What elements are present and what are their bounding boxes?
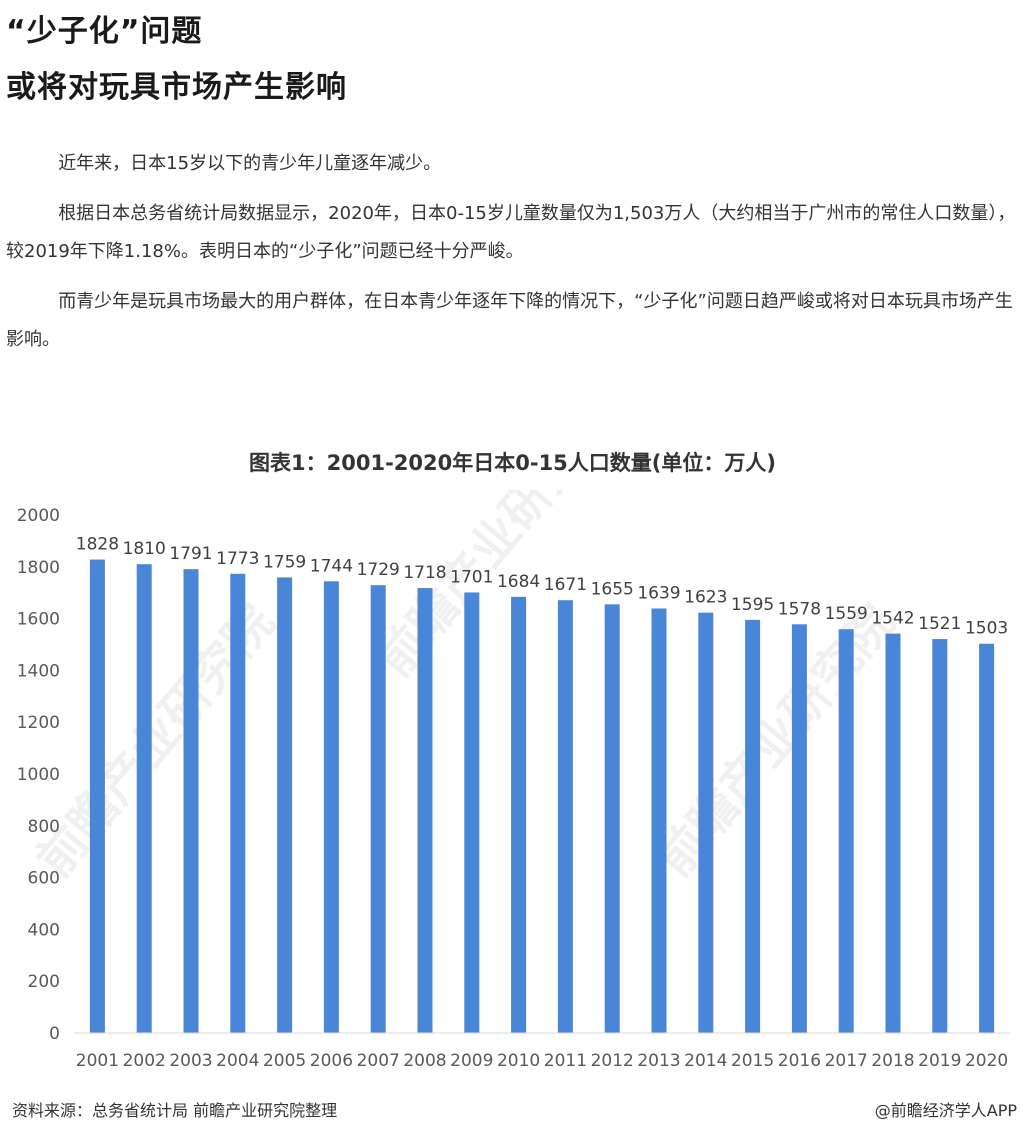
data-label: 1684 [497,572,540,592]
data-label: 1759 [263,552,306,572]
x-tick-label: 2010 [497,1051,540,1071]
bar [651,608,667,1033]
bar [979,643,995,1033]
bar [838,629,854,1033]
x-tick-label: 2019 [918,1051,961,1071]
bar [89,559,105,1033]
credit-note: @前瞻经济学人APP [874,1101,1017,1120]
article-heading-line1: “少子化”问题 [6,14,203,49]
data-label: 1701 [450,567,493,587]
x-tick-label: 2006 [310,1051,353,1071]
bar [885,633,901,1033]
data-label: 1810 [123,539,166,559]
y-tick-label: 200 [28,972,60,992]
y-tick-label: 800 [28,817,60,837]
bar [370,585,386,1033]
data-label: 1718 [403,563,446,583]
x-tick-label: 2007 [357,1051,400,1071]
y-tick-label: 600 [28,869,60,889]
x-tick-label: 2012 [591,1051,634,1071]
watermark: 前瞻产业研究院 [646,594,905,887]
data-label: 1559 [825,604,868,624]
bar [183,569,199,1033]
article-heading-line2: 或将对玩具市场产生影响 [6,70,347,105]
x-tick-label: 2015 [731,1051,774,1071]
y-tick-label: 400 [28,920,60,940]
x-tick-label: 2001 [76,1051,119,1071]
bar-chart: 前瞻产业研究院前瞻产业研究院前瞻产业研究院0200400600800100012… [17,490,1010,1071]
x-tick-label: 2009 [450,1051,493,1071]
data-label: 1744 [310,556,353,576]
x-tick-label: 2020 [965,1051,1008,1071]
data-label: 1521 [918,614,961,634]
paragraph-1: 近年来，日本15岁以下的青少年儿童逐年减少。 [58,153,442,174]
y-tick-label: 1600 [17,610,60,630]
data-label: 1729 [357,560,400,580]
y-tick-label: 1800 [17,558,60,578]
x-tick-label: 2014 [684,1051,727,1071]
data-label: 1578 [778,599,821,619]
x-tick-label: 2005 [263,1051,306,1071]
bar [698,612,714,1033]
data-label: 1503 [965,619,1008,639]
bar [277,577,293,1033]
bar [136,564,152,1033]
data-label: 1623 [684,588,727,608]
x-tick-label: 2002 [123,1051,166,1071]
x-tick-label: 2008 [403,1051,446,1071]
x-tick-label: 2003 [169,1051,212,1071]
bar [323,581,339,1033]
x-tick-label: 2018 [871,1051,914,1071]
data-label: 1828 [76,535,119,555]
y-tick-label: 1200 [17,713,60,733]
data-label: 1595 [731,595,774,615]
paragraph-2: 根据日本总务省统计局数据显示，2020年，日本0-15岁儿童数量仅为1,503万… [6,203,1016,262]
y-tick-label: 0 [49,1024,60,1044]
y-tick-label: 1400 [17,661,60,681]
data-label: 1655 [591,579,634,599]
data-label: 1542 [871,609,914,629]
bar [791,624,807,1033]
data-label: 1791 [169,544,212,564]
bar [604,604,620,1033]
x-tick-label: 2017 [825,1051,868,1071]
data-label: 1773 [216,549,259,569]
y-tick-label: 2000 [17,506,60,526]
bar [230,573,246,1033]
chart-title: 图表1：2001-2020年日本0-15人口数量(单位：万人) [249,451,776,475]
watermark: 前瞻产业研究院 [26,594,285,887]
x-tick-label: 2016 [778,1051,821,1071]
bar [464,592,480,1033]
paragraph-3: 而青少年是玩具市场最大的用户群体，在日本青少年逐年下降的情况下，“少子化”问题日… [6,291,1013,350]
bar [511,596,527,1033]
bar [745,619,761,1033]
bar [557,600,573,1033]
x-tick-label: 2011 [544,1051,587,1071]
data-label: 1671 [544,575,587,595]
y-tick-label: 1000 [17,765,60,785]
x-tick-label: 2013 [637,1051,680,1071]
bar [932,639,948,1033]
x-tick-label: 2004 [216,1051,259,1071]
data-label: 1639 [637,583,680,603]
source-note: 资料来源：总务省统计局 前瞻产业研究院整理 [12,1101,338,1120]
bar [417,588,433,1033]
